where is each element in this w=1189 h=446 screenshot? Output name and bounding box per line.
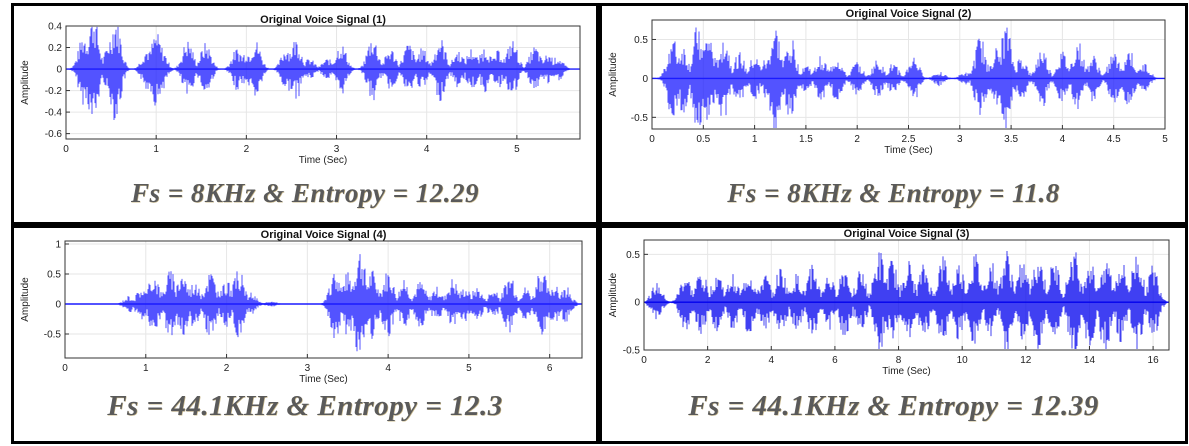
plot-area [66,26,580,139]
y-tick-label: -0.2 [45,86,63,97]
x-tick-label: 5 [466,363,472,374]
y-axis-label: Amplitude [608,272,619,317]
y-tick-label: 0.2 [48,43,62,54]
caption-signal-1: Fs = 8KHz & Entropy = 12.29 [130,178,480,208]
x-tick-label: 16 [1148,355,1160,366]
y-tick-label: 0 [56,65,62,76]
x-tick-label: 0.5 [696,134,710,145]
y-tick-label: -0.5 [44,330,62,341]
x-tick-label: 0 [62,363,68,374]
x-tick-label: 8 [896,355,902,366]
x-tick-label: 3 [305,363,311,374]
y-tick-label: 0 [634,298,640,309]
y-tick-label: 0 [55,300,61,311]
panel-signal-4: 0 1 2 3 4 5 6 1 0.5 0 -0.5 Original Voice Signal (4… [11,225,599,444]
axes-frame [643,239,1170,351]
x-axis-label: Time (Sec) [884,145,933,156]
caption-signal-2: Fs = 8KHz & Entropy = 11.8 [727,178,1060,208]
y-tick-label: -0.4 [45,108,63,119]
x-tick-label: 0 [63,144,69,155]
x-tick-label: 6 [832,355,838,366]
x-tick-label: 1 [143,363,149,374]
x-tick-label: 6 [547,363,553,374]
axes-frame [65,25,581,140]
y-tick-label: 0.5 [634,35,648,46]
x-tick-label: 12 [1020,355,1032,366]
y-tick-label: -0.6 [45,129,63,140]
caption-signal-3: Fs = 44.1KHz & Entropy = 12.39 [688,390,1099,422]
x-tick-label: 2 [854,134,860,145]
chart-title: Original Voice Signal (4) [261,229,387,241]
panel-signal-2: 0 0.5 1 1.5 2 2.5 3 3.5 4 4.5 5 0.5 0 -0.5 Original Vo… [599,3,1188,225]
y-tick-label: 1 [55,240,61,251]
x-tick-label: 1 [752,134,758,145]
x-tick-label: 3 [957,134,963,145]
waveform-series [66,26,580,121]
y-tick-label: 0.5 [47,270,61,281]
chart-title: Original Voice Signal (3) [844,228,970,240]
x-tick-label: 0 [641,355,647,366]
y-tick-label: 0.4 [48,22,62,33]
x-tick-label: 5 [1162,134,1168,145]
x-tick-label: 2 [705,355,711,366]
x-tick-label: 2 [224,363,230,374]
x-tick-label: 4 [768,355,774,366]
x-axis-label: Time (Sec) [299,155,348,166]
chart-title: Original Voice Signal (1) [260,14,386,26]
x-tick-label: 4.5 [1107,134,1121,145]
chart-signal-4: 0 1 2 3 4 5 6 1 0.5 0 -0.5 Original Voice Signal (4… [20,229,583,385]
x-tick-label: 5 [514,144,520,155]
y-axis-label: Amplitude [20,60,31,105]
x-tick-label: 4 [1060,134,1066,145]
y-tick-label: 0.5 [626,250,640,261]
x-axis-label: Time (Sec) [882,366,931,377]
x-tick-label: 4 [385,363,391,374]
x-tick-label: 3.5 [1004,134,1018,145]
x-tick-label: 2.5 [902,134,916,145]
chart-title: Original Voice Signal (2) [846,8,972,20]
x-tick-label: 10 [957,355,969,366]
x-tick-label: 3 [334,144,340,155]
x-axis-label: Time (Sec) [299,374,348,385]
x-tick-label: 4 [424,144,430,155]
x-tick-label: 1 [153,144,159,155]
x-tick-label: 14 [1084,355,1096,366]
panel-signal-3: 0 2 4 6 8 10 12 14 16 0.5 0 -0.5 Original Voice Sign… [599,225,1188,444]
x-tick-label: 1.5 [799,134,813,145]
y-axis-label: Amplitude [20,277,31,322]
y-axis-label: Amplitude [608,52,619,97]
axes-frame [64,240,583,359]
y-tick-label: 0 [642,74,648,85]
y-tick-label: -0.5 [631,113,649,124]
x-tick-label: 2 [244,144,250,155]
y-tick-label: -0.5 [623,346,641,357]
axes-frame [651,19,1166,130]
chart-signal-1: 0 1 2 3 4 5 0.4 0.2 0 -0.2 -0.4 -0.6 Original Voice … [20,14,581,166]
caption-signal-4: Fs = 44.1KHz & Entropy = 12.3 [107,390,503,422]
panel-signal-1: 0 1 2 3 4 5 0.4 0.2 0 -0.2 -0.4 -0.6 Original Voice … [11,3,599,225]
x-tick-label: 0 [649,134,655,145]
